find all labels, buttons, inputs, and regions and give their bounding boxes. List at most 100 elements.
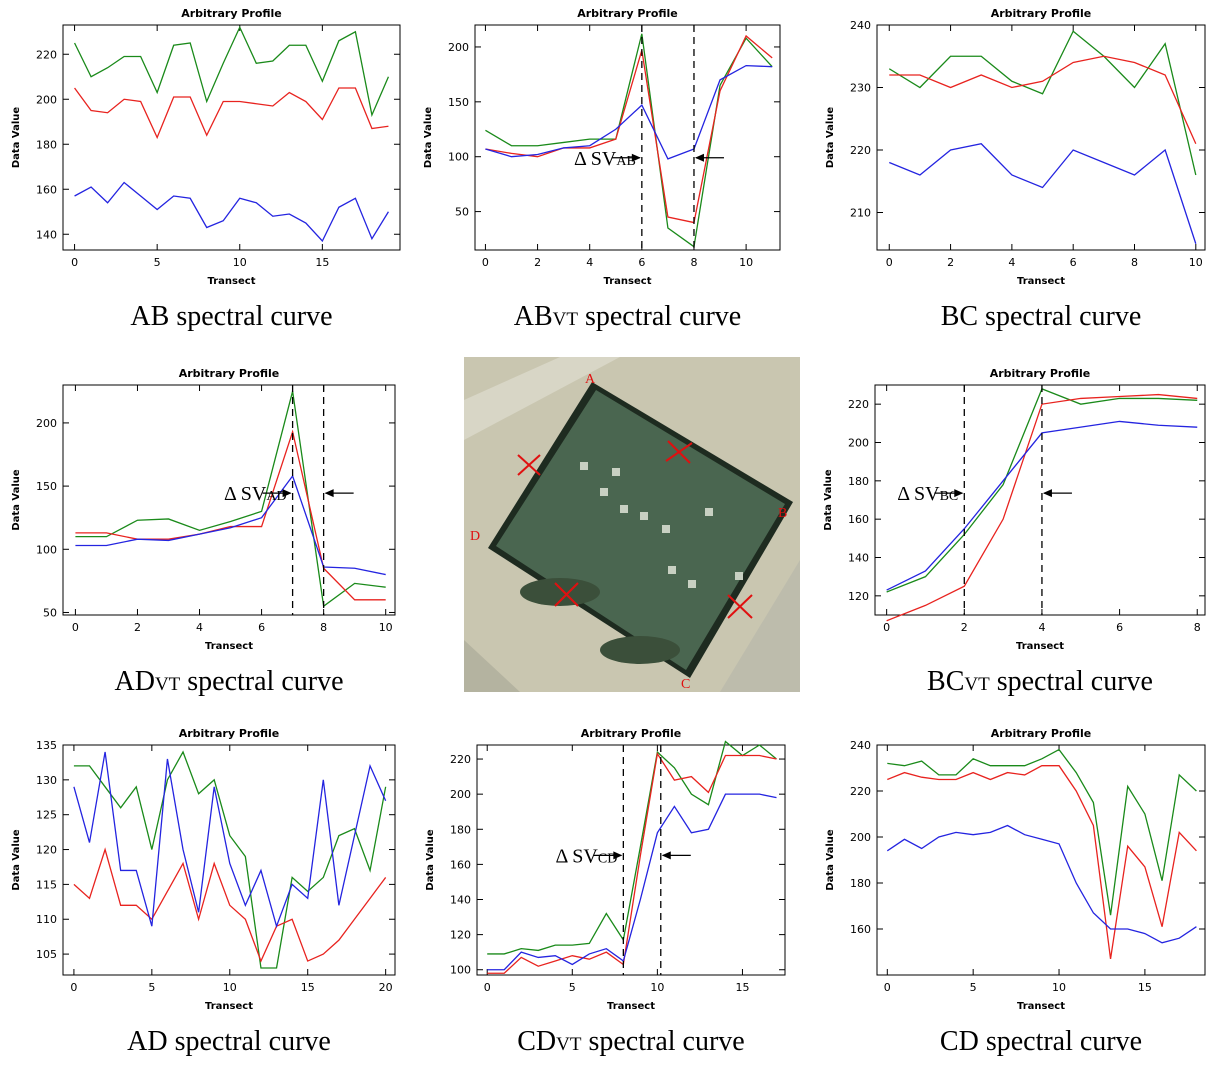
x-tick-label: 8	[320, 621, 327, 634]
x-tick-label: 8	[1131, 256, 1138, 269]
y-tick-label: 210	[850, 207, 871, 220]
y-tick-label: 200	[36, 417, 57, 430]
x-tick-label: 0	[71, 256, 78, 269]
plot-frame	[474, 24, 781, 251]
plot-frame	[876, 744, 1206, 976]
roof	[496, 390, 785, 670]
caption: ADVT spectral curve	[114, 666, 343, 697]
x-tick-label: 0	[70, 981, 77, 994]
caption-part: AD spectral curve	[127, 1026, 331, 1057]
y-tick-label: 140	[450, 894, 471, 907]
plot-frame	[874, 384, 1206, 616]
annotation: Δ SVBC	[897, 483, 958, 505]
caption-part: AB	[514, 301, 553, 332]
corner-label: D	[470, 529, 480, 544]
series-line	[887, 765, 1197, 959]
parking	[464, 640, 520, 692]
y-tick-label: 150	[36, 480, 57, 493]
x-tick-label: 0	[884, 981, 891, 994]
y-tick-label: 135	[36, 739, 57, 752]
x-tick-label: 10	[379, 621, 393, 634]
y-tick-label: 150	[448, 96, 469, 109]
y-tick-label: 100	[36, 543, 57, 556]
series-line	[889, 55, 1197, 145]
annotation: Δ SVCD	[556, 845, 618, 867]
annotation: Δ SVAD	[224, 483, 287, 505]
annotation-part: BC	[940, 489, 959, 504]
y-tick-label: 140	[36, 228, 57, 241]
arrow-head	[282, 489, 292, 498]
series-line	[75, 429, 386, 601]
series-line	[73, 750, 387, 969]
series-line	[74, 181, 389, 243]
series-line	[886, 420, 1198, 591]
series-line	[485, 64, 773, 160]
aerial-image: A B C D	[464, 357, 800, 692]
y-tick-label: 220	[850, 144, 871, 157]
plot-frame	[62, 24, 401, 251]
x-tick-label: 10	[233, 256, 247, 269]
y-axis-label: Data Value	[423, 107, 434, 169]
y-tick-label: 110	[36, 913, 57, 926]
parking	[720, 560, 800, 692]
series-line	[487, 793, 777, 971]
annotation-part: CD	[598, 851, 617, 866]
y-tick-label: 200	[448, 41, 469, 54]
x-axis-label: Transect	[1017, 1001, 1065, 1012]
caption: ABVT spectral curve	[514, 301, 741, 332]
caption-part: CD spectral curve	[940, 1026, 1142, 1057]
arrow-head	[324, 489, 334, 498]
trees	[520, 578, 680, 664]
series-line	[74, 87, 389, 140]
x-axis-label: Transect	[1016, 641, 1064, 652]
annotation-part: AD	[266, 489, 286, 504]
x-tick-label: 6	[258, 621, 265, 634]
x-tick-label: 6	[638, 256, 645, 269]
y-axis-label: Data Value	[11, 107, 22, 169]
series-line	[73, 25, 390, 118]
corner-label: B	[778, 506, 787, 521]
y-tick-label: 220	[848, 398, 869, 411]
y-tick-label: 50	[43, 606, 57, 619]
caption: CD spectral curve	[940, 1026, 1142, 1057]
chart: Arbitrary Profile Transect Data Value 120 14…	[823, 367, 1206, 697]
arrow-head	[613, 851, 623, 860]
annotation-part: Δ SV	[574, 148, 617, 170]
series-line	[888, 30, 1197, 176]
caption-part: CD	[517, 1026, 556, 1057]
caption-part: VT	[964, 674, 990, 695]
y-tick-label: 120	[848, 590, 869, 603]
x-tick-label: 2	[947, 256, 954, 269]
y-tick-label: 230	[850, 82, 871, 95]
x-tick-label: 0	[482, 256, 489, 269]
x-tick-label: 10	[650, 981, 664, 994]
y-tick-label: 120	[450, 929, 471, 942]
series-line	[886, 824, 1197, 944]
y-tick-label: 200	[850, 831, 871, 844]
x-tick-label: 0	[72, 621, 79, 634]
x-tick-label: 6	[1070, 256, 1077, 269]
y-tick-label: 200	[450, 788, 471, 801]
x-tick-label: 2	[961, 621, 968, 634]
y-tick-label: 220	[36, 48, 57, 61]
x-tick-label: 5	[569, 981, 576, 994]
x-axis-label: Transect	[205, 641, 253, 652]
annotation-part: Δ SV	[224, 483, 267, 505]
x-tick-label: 10	[1189, 256, 1203, 269]
y-tick-label: 220	[850, 785, 871, 798]
caption-part: spectral curve	[578, 301, 741, 332]
x-tick-label: 15	[315, 256, 329, 269]
y-tick-label: 50	[455, 206, 469, 219]
annotation-part: Δ SV	[897, 483, 940, 505]
chart-title: Arbitrary Profile	[581, 727, 682, 740]
x-tick-label: 0	[484, 981, 491, 994]
corner-label: A	[585, 372, 596, 387]
y-tick-label: 180	[850, 877, 871, 890]
caption-part: spectral curve	[581, 1026, 744, 1057]
x-axis-label: Transect	[208, 276, 256, 287]
y-tick-label: 240	[850, 19, 871, 32]
y-tick-label: 180	[450, 823, 471, 836]
series-line	[886, 393, 1198, 622]
series-line	[487, 752, 777, 974]
